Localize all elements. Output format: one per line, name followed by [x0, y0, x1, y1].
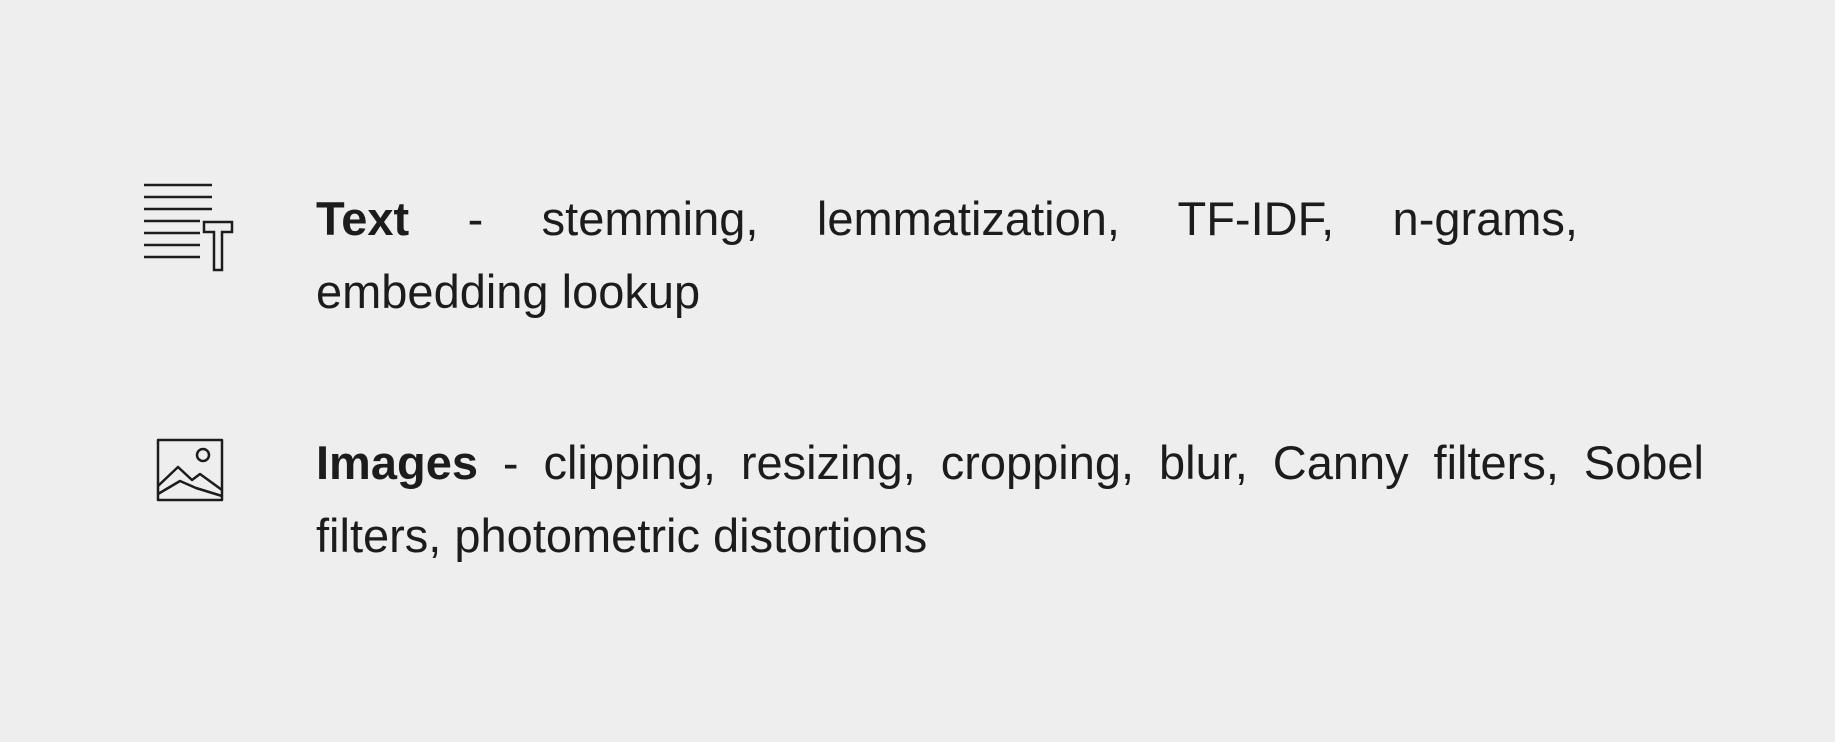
text-description: Text - stemming, lemmatization, TF-IDF, … [316, 182, 1578, 328]
images-description: Images - clipping, resizing, cropping, b… [316, 426, 1704, 572]
text-lines-icon [140, 182, 240, 282]
item-description: - stemming, lemmatization, TF-IDF, n-gra… [316, 192, 1578, 318]
item-term: Images [316, 436, 478, 489]
item-description: - clipping, resizing, cropping, blur, Ca… [316, 436, 1704, 562]
image-icon [140, 426, 240, 526]
item-term: Text [316, 192, 410, 245]
